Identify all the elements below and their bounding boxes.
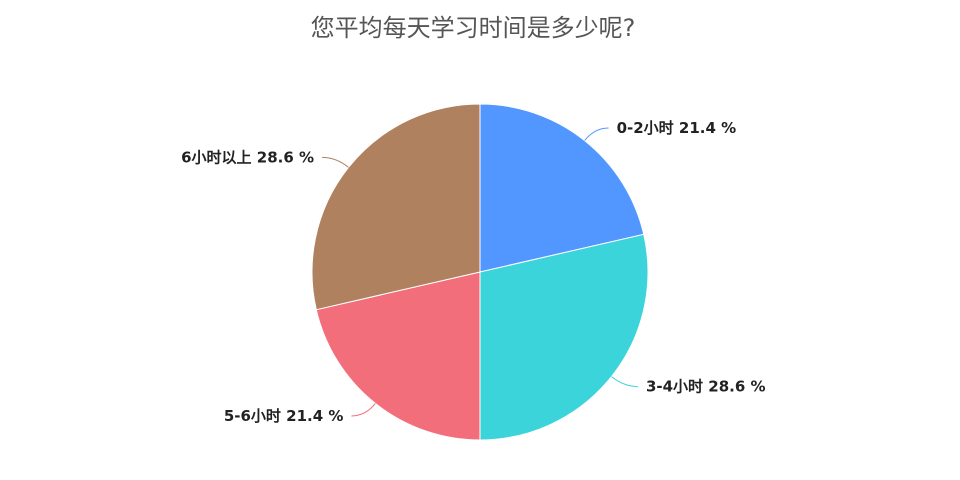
chart-title: 您平均每天学习时间是多少呢? bbox=[311, 14, 636, 42]
pie-leader-lines bbox=[322, 127, 638, 417]
leader-line-4 bbox=[322, 156, 349, 168]
leader-line-3 bbox=[351, 403, 376, 417]
leader-line-1 bbox=[584, 127, 609, 141]
pie-slices bbox=[311, 103, 649, 441]
slice-label-3: 5-6小时 21.4 % bbox=[224, 407, 344, 425]
slice-label-2: 3-4小时 28.6 % bbox=[646, 378, 766, 396]
leader-line-2 bbox=[611, 376, 638, 388]
pie-slice-1[interactable] bbox=[479, 103, 645, 273]
pie-labels: 0-2小时 21.4 % 3-4小时 28.6 % 5-6小时 21.4 % 6小时以… bbox=[181, 119, 765, 425]
slice-label-4: 6小时以上 28.6 % bbox=[181, 148, 314, 166]
pie-slice-3[interactable] bbox=[315, 271, 481, 441]
slice-label-1: 0-2小时 21.4 % bbox=[617, 119, 737, 137]
